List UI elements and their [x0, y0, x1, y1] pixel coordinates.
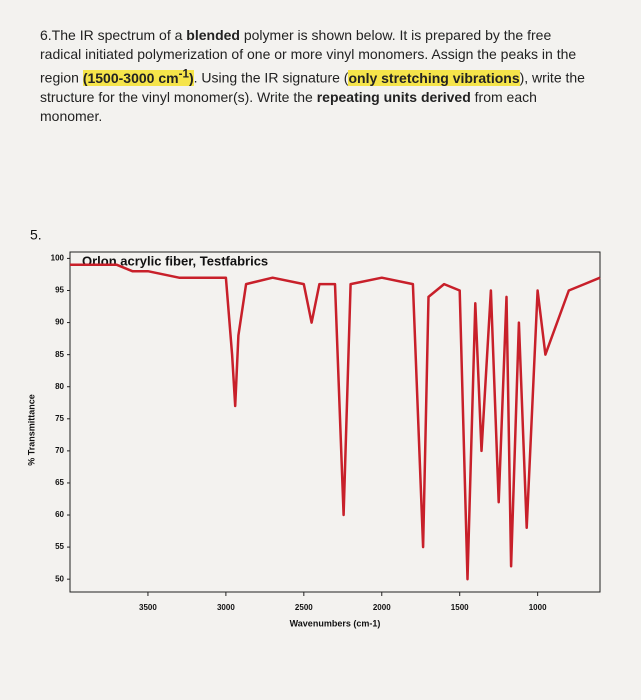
question-text: . Using the IR signature (: [193, 69, 349, 86]
y-tick-label: 75: [55, 414, 64, 423]
y-tick-label: 85: [55, 350, 64, 359]
y-tick-label: 90: [55, 318, 64, 327]
y-tick-label: 50: [55, 574, 64, 583]
x-tick-label: 1500: [451, 603, 469, 612]
x-tick-label: 3500: [139, 603, 157, 612]
y-tick-label: 95: [55, 286, 64, 295]
problem-label: 5.: [30, 227, 42, 243]
y-axis-label: % Transmittance: [26, 394, 36, 466]
spectrum-line: [70, 263, 601, 581]
y-tick-label: 60: [55, 510, 64, 519]
question-text: -1: [178, 67, 189, 80]
chart-title: Orlon acrylic fiber, Testfabrics: [82, 253, 268, 268]
plot-frame: [69, 251, 601, 593]
question-text: from each monomer.: [40, 88, 537, 124]
x-tick-label: 3000: [217, 603, 235, 612]
highlight: only stretching vibrations: [348, 69, 520, 86]
y-tick-label: 100: [51, 254, 65, 263]
x-tick-label: 2000: [373, 603, 391, 612]
y-tick-label: 80: [55, 382, 64, 391]
y-tick-label: 70: [55, 446, 64, 455]
y-tick-label: 65: [55, 478, 64, 487]
question-text: (1500-3000 cm: [82, 69, 179, 86]
question: 6.The IR spectrum of a blended polymer i…: [40, 26, 585, 126]
highlight: (1500-3000 cm-1): [82, 67, 194, 86]
question-text: repeating units derived: [316, 88, 471, 105]
question-text: ): [188, 69, 194, 86]
x-tick-label: 2500: [295, 603, 313, 612]
x-tick-label: 1000: [529, 603, 547, 612]
question-text: ), write the structure for the vinyl mon…: [40, 69, 585, 105]
question-text: 6.The IR spectrum of a: [40, 27, 187, 43]
y-tick-label: 55: [55, 542, 64, 551]
question-text: blended: [186, 27, 240, 43]
question-text: polymer is shown below. It is prepared b…: [40, 27, 577, 86]
x-axis-label: Wavenumbers (cm-1): [290, 618, 381, 628]
